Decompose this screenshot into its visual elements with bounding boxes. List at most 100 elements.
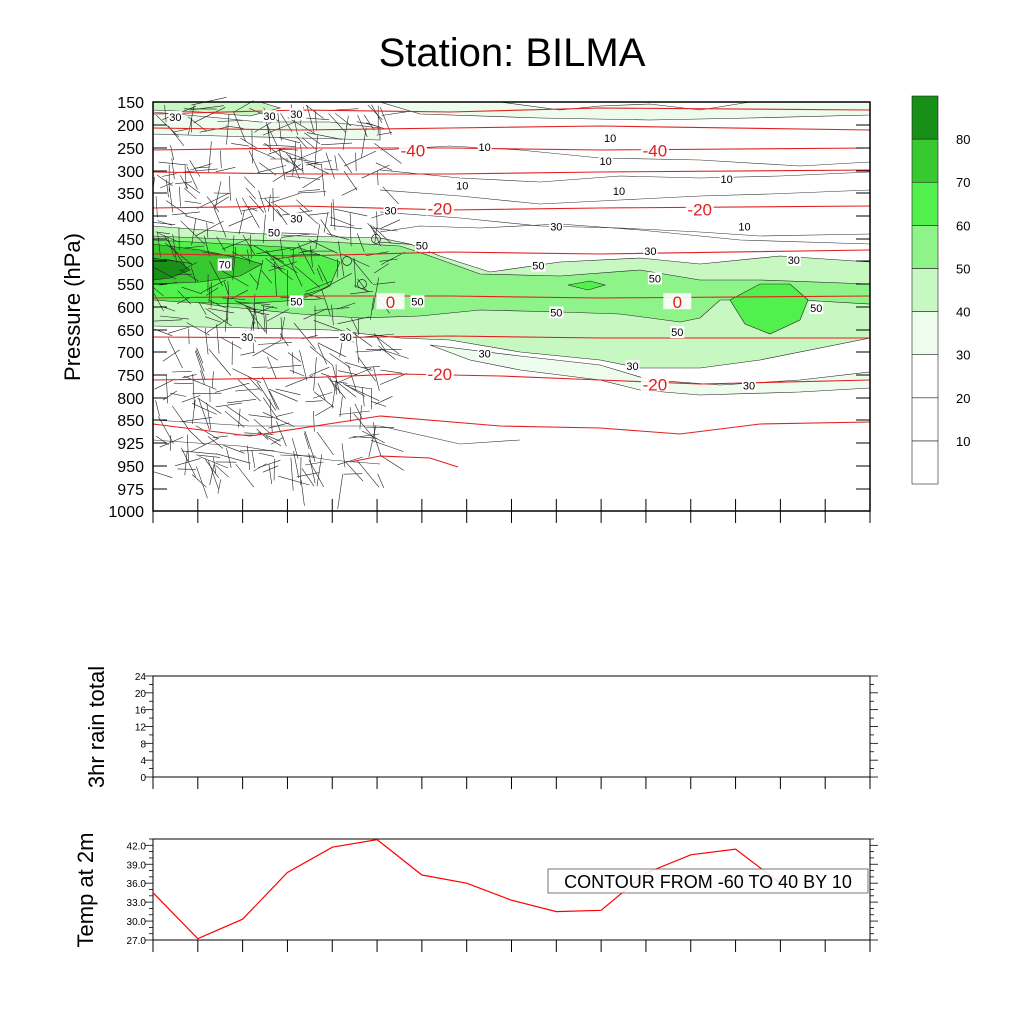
wind-barb [371,401,386,406]
wind-barb [240,352,255,355]
rain-tick-label: 20 [135,689,147,700]
pressure-tick-label: 400 [117,209,144,226]
wind-barb [196,466,207,498]
wind-barb [342,188,358,196]
wind-barb [232,369,261,383]
colorbar-box [912,225,938,268]
pressure-tick-label: 750 [117,368,144,385]
wind-barb [371,440,403,451]
humidity-contour-label: 30 [290,109,302,121]
wind-barb [280,150,306,159]
wind-barb [172,406,188,429]
wind-barb [215,383,249,392]
humidity-contour-label: 10 [604,133,616,145]
wind-barb [216,167,236,172]
temp-tick-label: 27.0 [127,936,147,947]
wind-barb [231,143,249,146]
wind-barb [259,191,266,213]
wind-barb [169,187,172,212]
humidity-contour-label: 10 [478,142,490,154]
humidity-contour-label: 50 [532,261,544,273]
wind-barb [220,337,242,349]
colorbar-label: 30 [956,348,970,363]
humidity-contour-label: 30 [788,255,800,267]
humidity-contour-label: 50 [411,296,423,308]
temperature-contour-label: -20 [687,200,712,219]
pressure-tick-label: 500 [117,254,144,271]
wind-barb [218,480,221,494]
humidity-contour-label: 50 [810,303,822,315]
wind-barb [163,391,177,400]
wind-barb [378,474,384,488]
wind-barb [293,352,294,374]
wind-barb [305,462,323,465]
wind-barb [157,175,173,186]
colorbar-label: 50 [956,261,970,276]
humidity-contour-label: 30 [263,111,275,123]
wind-barb [252,450,255,468]
colorbar-box [912,312,938,355]
wind-barb [271,194,299,203]
wind-barb [242,198,259,228]
pressure-tick-label: 650 [117,323,144,340]
temp-tick-label: 42.0 [127,841,147,852]
wind-barb [338,371,357,375]
wind-barb [217,324,220,354]
wind-barb [199,398,210,430]
humidity-contour-label: 10 [738,222,750,234]
temperature-contour-line [350,456,458,467]
pressure-tick-label: 925 [117,436,144,453]
wind-barb [278,476,309,485]
wind-barb [277,413,294,417]
wind-barb [197,348,203,363]
humidity-contour-label: 30 [478,348,490,360]
pressure-tick-label: 950 [117,459,144,476]
temperature-contour-label: -20 [428,365,453,384]
temp-tick-label: 30.0 [127,917,147,928]
pressure-tick-label: 250 [117,141,144,158]
rain-axis-label: 3hr rain total [84,666,109,788]
rain-frame [153,676,870,777]
wind-barb [362,366,380,368]
wind-barb [321,219,333,236]
wind-barb [306,401,323,402]
wind-barb [371,228,397,231]
wind-barb [378,346,395,360]
wind-barb [273,188,274,221]
temperature-axis-label: Temp at 2m [73,833,98,948]
pressure-tick-label: 350 [117,186,144,203]
wind-barb [180,175,188,188]
humidity-contour-label: 50 [550,307,562,319]
wind-barb [181,417,212,421]
pressure-tick-label: 1000 [108,504,144,521]
rain-tick-label: 8 [140,739,146,750]
rain-tick-label: 4 [140,756,146,767]
humidity-contour-label: 50 [649,273,661,285]
wind-barb [229,176,230,201]
colorbar-box [912,441,938,484]
wind-barb [263,466,278,472]
humidity-contour-label: 10 [613,186,625,198]
humidity-contour-line [380,212,870,236]
wind-barb [383,187,399,204]
temp-tick-label: 33.0 [127,898,147,909]
wind-barb [330,378,336,391]
wind-barb [257,382,276,411]
colorbar-label: 40 [956,305,970,320]
colorbar-label: 80 [956,132,970,147]
wind-barb [263,351,278,361]
wind-barb [177,469,196,470]
humidity-contour-label: 30 [169,112,181,124]
wind-barb [346,463,363,482]
contour-info-text: CONTOUR FROM -60 TO 40 BY 10 [564,872,852,892]
temperature-contour-label: -20 [428,199,453,218]
wind-barb [184,376,217,389]
pressure-tick-label: 800 [117,391,144,408]
colorbar-box [912,139,938,182]
wind-barb [192,475,206,488]
humidity-contour-label: 10 [456,180,468,192]
humidity-contour-label: 50 [416,240,428,252]
wind-barb [339,411,370,415]
wind-barb [254,464,267,471]
